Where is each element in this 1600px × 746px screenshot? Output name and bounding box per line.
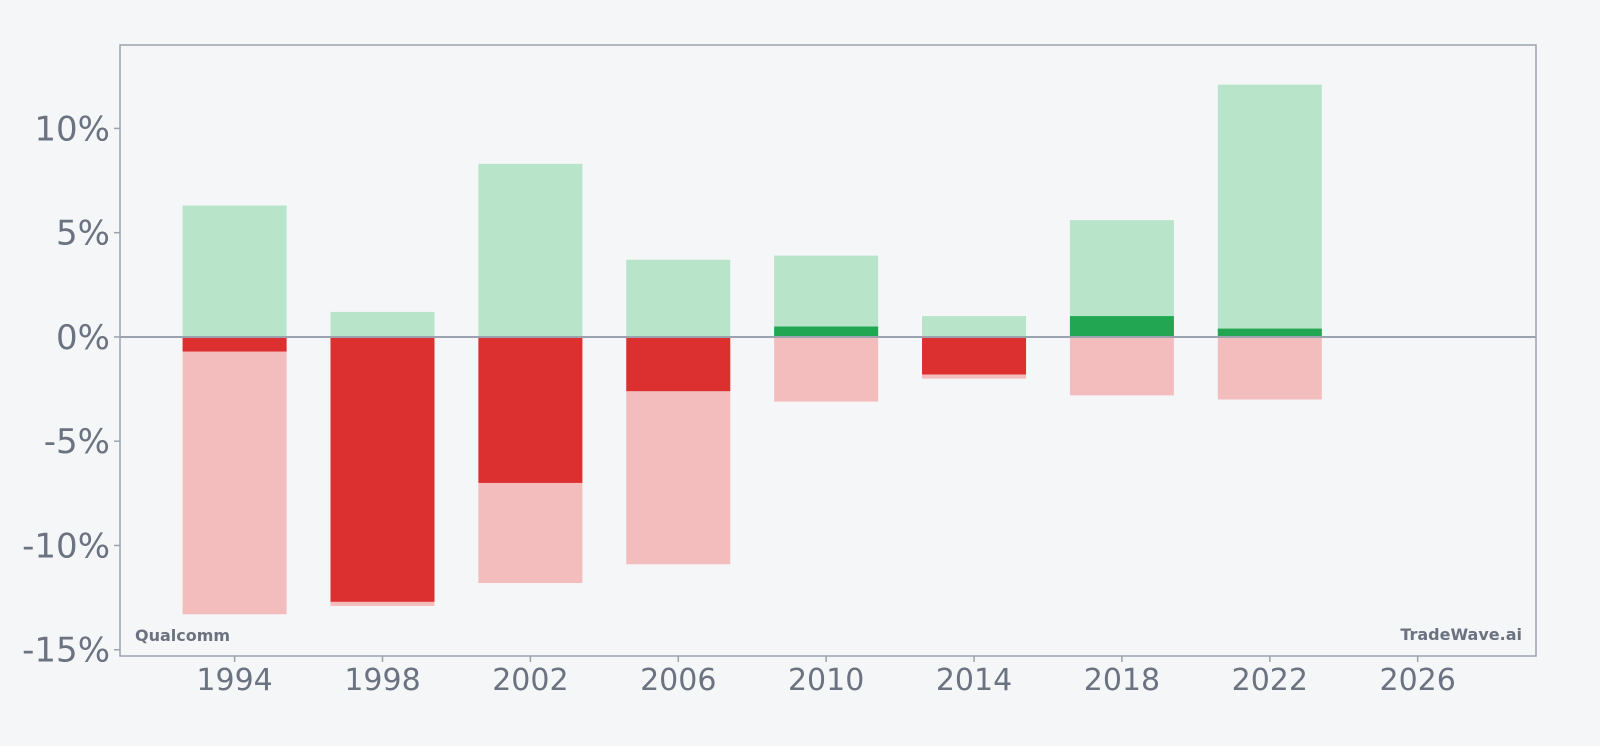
y-tick-label: -5% xyxy=(44,422,110,462)
y-tick-label: 0% xyxy=(56,318,110,358)
value-bar-negative xyxy=(330,336,435,602)
range-up-bar xyxy=(182,205,287,337)
y-axis: 10% 5% 0% -5% -10% -15% xyxy=(22,109,120,671)
range-down-bar xyxy=(1217,336,1322,400)
range-down-bar xyxy=(182,336,287,615)
range-down-bar xyxy=(774,336,879,402)
x-tick-label: 2010 xyxy=(788,663,864,698)
range-down-bar xyxy=(1069,336,1174,396)
company-label: Qualcomm xyxy=(135,626,230,645)
plot-frame xyxy=(119,44,1537,657)
value-bar-positive xyxy=(1069,316,1174,337)
range-up-bar xyxy=(330,311,435,337)
y-tick-label: 10% xyxy=(34,109,110,149)
range-up-bar xyxy=(774,255,879,337)
y-tick-label: -15% xyxy=(22,631,110,671)
y-tick-label: -10% xyxy=(22,526,110,566)
value-bar-positive xyxy=(774,326,879,337)
x-tick-label: 1994 xyxy=(196,663,272,698)
range-up-bar xyxy=(1217,84,1322,337)
x-axis: 1994 1998 2002 2006 2010 2014 2018 2022 2026 xyxy=(196,656,1456,698)
value-bar-negative xyxy=(182,336,287,352)
value-bars xyxy=(182,316,1322,602)
value-bar-negative xyxy=(626,336,731,392)
x-tick-label: 2006 xyxy=(640,663,716,698)
range-up-bar xyxy=(922,316,1027,337)
y-tick-label: 5% xyxy=(56,214,110,254)
value-bar-negative xyxy=(922,336,1027,375)
x-tick-label: 2026 xyxy=(1380,663,1456,698)
value-bar-negative xyxy=(478,336,583,483)
x-tick-label: 2014 xyxy=(936,663,1012,698)
x-tick-label: 2002 xyxy=(492,663,568,698)
range-up-bar xyxy=(478,163,583,337)
x-tick-label: 2018 xyxy=(1084,663,1160,698)
x-tick-label: 2022 xyxy=(1232,663,1308,698)
value-bar-positive xyxy=(1217,328,1322,337)
x-tick-label: 1998 xyxy=(344,663,420,698)
range-up-bar xyxy=(626,259,731,337)
brand-watermark: TradeWave.ai xyxy=(1400,625,1522,644)
